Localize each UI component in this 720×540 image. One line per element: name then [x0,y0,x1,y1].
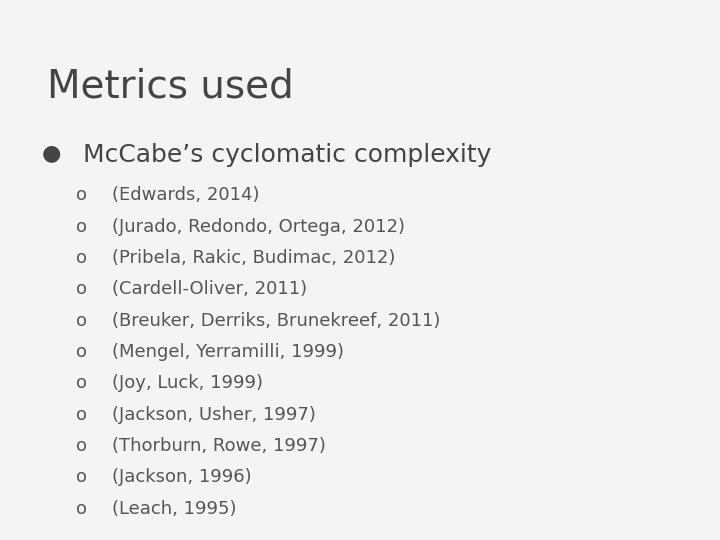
Text: o: o [76,343,86,361]
Text: (Jackson, 1996): (Jackson, 1996) [112,468,251,486]
Text: (Pribela, Rakic, Budimac, 2012): (Pribela, Rakic, Budimac, 2012) [112,249,395,267]
Text: o: o [76,249,86,267]
Text: o: o [76,406,86,423]
Text: (Breuker, Derriks, Brunekreef, 2011): (Breuker, Derriks, Brunekreef, 2011) [112,312,440,329]
Text: o: o [76,218,86,235]
Text: (Thorburn, Rowe, 1997): (Thorburn, Rowe, 1997) [112,437,325,455]
Text: (Mengel, Yerramilli, 1999): (Mengel, Yerramilli, 1999) [112,343,343,361]
Text: ●: ● [42,143,61,163]
Text: o: o [76,500,86,517]
Text: (Leach, 1995): (Leach, 1995) [112,500,236,517]
Text: (Joy, Luck, 1999): (Joy, Luck, 1999) [112,374,263,392]
Text: o: o [76,312,86,329]
Text: o: o [76,374,86,392]
Text: McCabe’s cyclomatic complexity: McCabe’s cyclomatic complexity [83,143,491,167]
Text: Metrics used: Metrics used [47,68,294,105]
Text: (Jurado, Redondo, Ortega, 2012): (Jurado, Redondo, Ortega, 2012) [112,218,405,235]
Text: (Cardell-Oliver, 2011): (Cardell-Oliver, 2011) [112,280,307,298]
Text: (Jackson, Usher, 1997): (Jackson, Usher, 1997) [112,406,315,423]
Text: o: o [76,437,86,455]
Text: o: o [76,468,86,486]
Text: o: o [76,280,86,298]
Text: (Edwards, 2014): (Edwards, 2014) [112,186,259,204]
Text: o: o [76,186,86,204]
